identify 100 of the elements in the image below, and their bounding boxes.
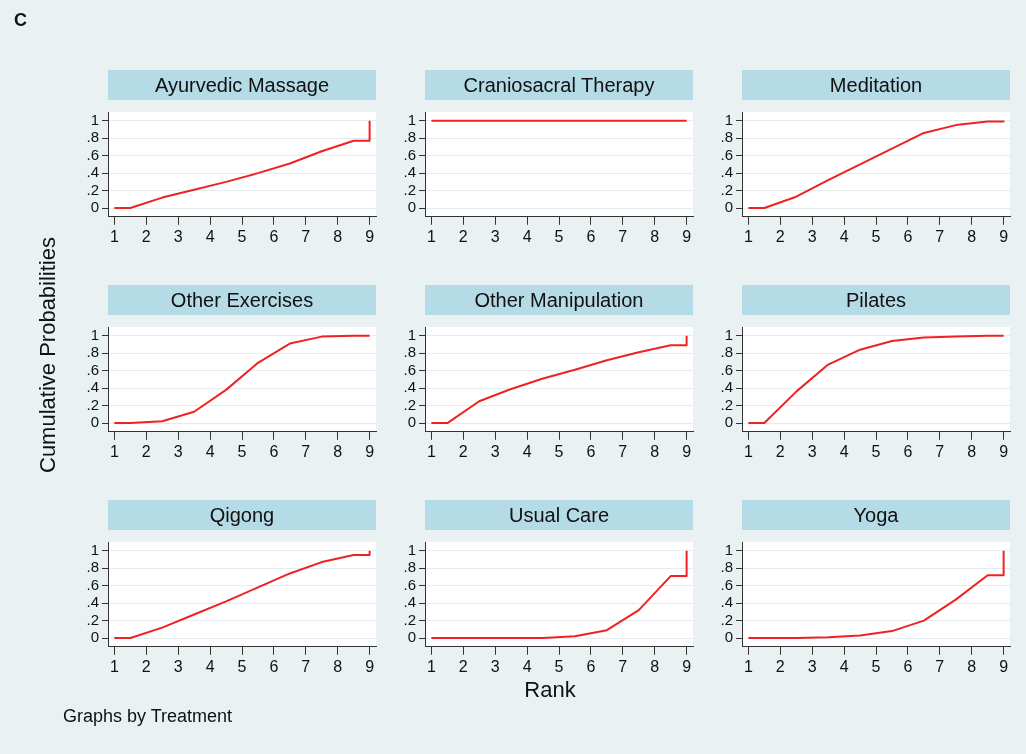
x-tick-label: 5 [871,657,881,675]
x-tick-label: 7 [935,442,945,460]
y-tick-label: .8 [86,558,99,576]
y-tick-label: .4 [86,378,99,396]
x-tick-label: 3 [173,442,183,460]
y-tick-label: .4 [720,378,733,396]
x-tick-label: 2 [775,442,785,460]
x-tick-label: 3 [173,657,183,675]
x-tick-label: 1 [109,657,119,675]
y-tick-label: .2 [720,610,733,628]
x-tick-label: 8 [333,657,343,675]
x-tick-label: 9 [682,657,692,675]
y-tick-label: .2 [403,395,416,413]
x-tick-label: 2 [458,657,468,675]
x-tick-label: 3 [807,657,817,675]
x-tick-label: 4 [205,227,215,245]
x-tick-label: 1 [426,442,436,460]
y-tick-label: 0 [724,198,733,216]
x-axis-title: Rank [524,677,576,703]
x-tick-label: 5 [237,227,247,245]
x-tick-label: 5 [871,227,881,245]
y-tick-label: 0 [90,198,99,216]
chart-title: Other Manipulation [425,285,693,315]
y-tick-label: 0 [407,628,416,646]
y-tick-label: .6 [403,575,416,593]
chart-title: Craniosacral Therapy [425,70,693,100]
x-tick-label: 2 [775,657,785,675]
x-tick-label: 3 [807,227,817,245]
y-tick-label: .8 [403,558,416,576]
x-tick-label: 3 [490,442,500,460]
x-tick-label: 5 [237,657,247,675]
x-tick-label: 7 [618,227,628,245]
y-tick-label: .8 [403,343,416,361]
x-tick-label: 8 [650,442,660,460]
y-tick-label: .2 [86,610,99,628]
x-tick-label: 1 [743,442,753,460]
x-tick-label: 2 [458,442,468,460]
x-tick-label: 5 [871,442,881,460]
y-tick-label: 1 [90,540,99,558]
x-tick-label: 7 [301,227,311,245]
y-tick-label: 0 [90,628,99,646]
y-tick-label: 1 [724,325,733,343]
x-tick-label: 6 [903,442,913,460]
x-tick-label: 2 [141,442,151,460]
chart-title: Meditation [742,70,1010,100]
x-tick-label: 6 [903,657,913,675]
y-tick-label: 1 [90,110,99,128]
x-tick-label: 6 [586,442,596,460]
x-tick-label: 4 [839,227,849,245]
y-tick-label: .2 [720,180,733,198]
y-tick-label: 1 [724,540,733,558]
x-tick-label: 1 [743,227,753,245]
y-tick-label: .6 [403,360,416,378]
x-tick-label: 6 [269,657,279,675]
y-tick-label: 1 [407,540,416,558]
y-tick-label: .6 [720,575,733,593]
x-tick-label: 2 [775,227,785,245]
y-tick-label: .4 [403,378,416,396]
y-tick-label: .8 [720,128,733,146]
x-tick-label: 1 [426,657,436,675]
y-tick-label: .4 [403,593,416,611]
y-tick-label: .6 [86,145,99,163]
chart-title: Ayurvedic Massage [108,70,376,100]
x-tick-label: 6 [586,657,596,675]
x-tick-label: 3 [490,227,500,245]
y-tick-label: .4 [86,163,99,181]
x-tick-label: 6 [269,227,279,245]
x-tick-label: 4 [522,227,532,245]
x-tick-label: 6 [586,227,596,245]
chart-title: Usual Care [425,500,693,530]
x-tick-label: 2 [141,227,151,245]
chart-title: Other Exercises [108,285,376,315]
x-tick-label: 9 [999,657,1009,675]
y-tick-label: .6 [86,575,99,593]
y-tick-label: .8 [86,128,99,146]
x-tick-label: 7 [301,657,311,675]
y-tick-label: .4 [86,593,99,611]
y-tick-label: 1 [90,325,99,343]
x-tick-label: 1 [109,227,119,245]
x-tick-label: 8 [650,657,660,675]
y-tick-label: .8 [720,343,733,361]
x-tick-label: 5 [554,442,564,460]
y-tick-label: 0 [407,413,416,431]
x-tick-label: 9 [999,442,1009,460]
y-tick-label: 0 [90,413,99,431]
x-tick-label: 2 [458,227,468,245]
x-tick-label: 4 [839,442,849,460]
x-tick-label: 8 [967,442,977,460]
y-tick-label: .2 [720,395,733,413]
y-tick-label: .8 [720,558,733,576]
x-tick-label: 1 [109,442,119,460]
y-tick-label: .8 [86,343,99,361]
x-tick-label: 5 [554,227,564,245]
y-tick-label: 0 [724,413,733,431]
y-tick-label: .2 [403,610,416,628]
x-tick-label: 6 [903,227,913,245]
y-axis-title: Cumulative Probabilities [35,237,61,473]
x-tick-label: 9 [682,227,692,245]
x-tick-label: 1 [743,657,753,675]
chart-title: Yoga [742,500,1010,530]
